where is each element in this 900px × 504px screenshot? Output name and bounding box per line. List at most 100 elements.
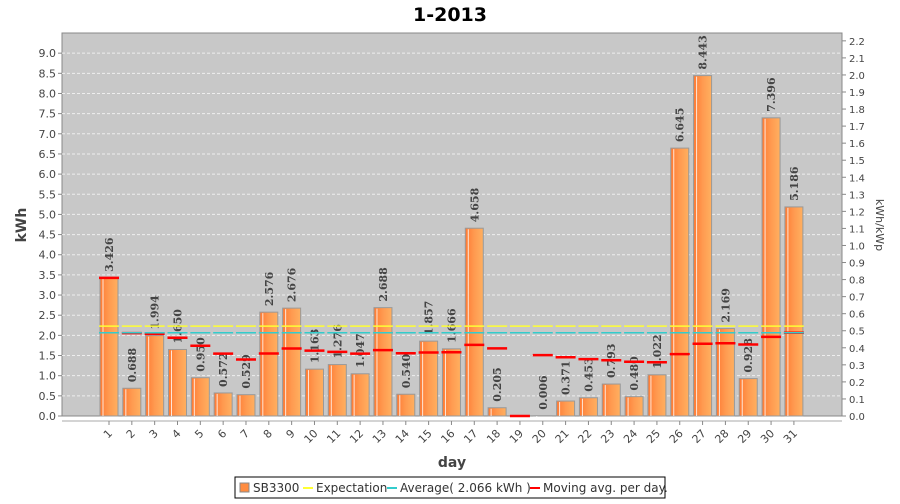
legend-swatch-expectation: [303, 487, 313, 489]
bar-value-label: 0.205: [491, 367, 504, 401]
x-tick-label: 14: [393, 427, 412, 446]
y-right-tick-label: 0.0: [849, 412, 865, 423]
bar-value-label: 0.371: [560, 361, 573, 395]
x-tick-label: 21: [553, 427, 572, 446]
y-right-tick-label: 1.1: [849, 224, 865, 235]
x-tick-label: 7: [238, 427, 252, 441]
x-tick-label: 30: [758, 427, 777, 446]
y-tick-label: 1.5: [39, 350, 57, 363]
x-tick-label: 19: [507, 427, 526, 446]
legend-average: Average( 2.066 kWh ): [400, 481, 531, 495]
x-tick-label: 22: [575, 427, 594, 446]
legend-moving-avg: Moving avg. per day.: [543, 481, 668, 495]
y-right-tick-label: 2.1: [849, 54, 865, 65]
y-right-tick-label: 0.2: [849, 378, 865, 389]
x-tick-label: 20: [530, 427, 549, 446]
y-tick-label: 5.0: [39, 208, 57, 221]
y-tick-label: 8.5: [39, 67, 57, 80]
x-tick-label: 28: [712, 427, 731, 446]
chart-title: 1-2013: [413, 4, 487, 26]
bar-value-label: 0.453: [582, 357, 595, 391]
y-right-tick-label: 0.6: [849, 310, 865, 321]
bar-value-label: 0.006: [537, 375, 550, 410]
x-tick-label: 23: [598, 427, 617, 446]
y-right-tick-label: 1.2: [849, 207, 865, 218]
x-tick-label: 9: [284, 427, 298, 441]
bar-value-label: 2.676: [286, 267, 299, 302]
x-tick-label: 29: [735, 427, 754, 446]
legend-swatch-moving-avg: [530, 487, 540, 489]
bar-value-label: 3.426: [103, 237, 116, 272]
y-tick-label: 6.5: [39, 148, 57, 161]
bar-value-label: 1.163: [308, 329, 321, 363]
y-tick-label: 6.0: [39, 168, 57, 181]
y-right-tick-label: 0.9: [849, 259, 865, 270]
x-tick-label: 25: [644, 427, 663, 446]
y-tick-label: 3.0: [39, 289, 57, 302]
bar-value-label: 0.950: [194, 337, 207, 372]
y-right-tick-label: 1.8: [849, 105, 865, 116]
legend-swatch-sb3300: [240, 483, 249, 492]
x-tick-label: 31: [781, 427, 800, 446]
x-axis-label: day: [438, 455, 466, 471]
y-tick-label: 3.5: [39, 269, 57, 282]
x-tick-label: 10: [301, 427, 320, 446]
y-tick-label: 4.0: [39, 249, 57, 262]
bar-value-label: 1.022: [651, 334, 664, 368]
x-tick-label: 18: [484, 427, 503, 446]
y-tick-label: 1.0: [39, 370, 57, 383]
y-right-tick-label: 0.4: [849, 344, 865, 355]
y-right-tick-label: 0.5: [849, 327, 865, 338]
bar-value-label: 1.994: [149, 295, 162, 330]
y-right-tick-label: 2.0: [849, 71, 865, 82]
bar-value-label: 0.928: [742, 338, 755, 373]
bar-value-label: 2.688: [377, 267, 390, 302]
y-right-tick-label: 1.0: [849, 241, 865, 252]
y-right-tick-label: 1.6: [849, 139, 865, 150]
y-right-tick-label: 1.5: [849, 156, 865, 167]
y-axis-label: kWh: [14, 208, 30, 243]
y-right-tick-label: 0.7: [849, 293, 865, 304]
y-right-tick-label: 1.4: [849, 173, 865, 184]
y-tick-label: 8.0: [39, 87, 57, 100]
bar-value-label: 6.645: [674, 108, 687, 142]
bar-value-label: 7.396: [765, 77, 778, 112]
y-right-tick-label: 0.1: [849, 395, 865, 406]
x-tick-label: 1: [101, 427, 115, 441]
x-tick-label: 17: [461, 427, 480, 446]
x-tick-label: 6: [215, 427, 229, 441]
y-tick-label: 2.5: [39, 309, 57, 322]
y-tick-label: 4.5: [39, 229, 57, 242]
bar-value-label: 5.186: [788, 166, 801, 201]
x-tick-label: 2: [124, 427, 138, 441]
y-right-tick-label: 1.9: [849, 88, 865, 99]
legend: SB3300 Expectation Average( 2.066 kWh ) …: [235, 477, 668, 498]
y-right-tick-label: 2.2: [849, 37, 865, 48]
y-tick-label: 9.0: [39, 47, 57, 60]
y-tick-label: 0.0: [39, 410, 57, 423]
x-tick-label: 16: [438, 427, 457, 446]
bar-value-label: 4.658: [468, 187, 481, 222]
bar-value-label: 0.540: [400, 353, 413, 388]
bar-value-label: 1.276: [331, 324, 344, 359]
bar-value-label: 1.857: [423, 301, 436, 335]
bar-value-label: 2.169: [719, 288, 732, 322]
x-tick-label: 27: [690, 427, 709, 446]
y-tick-label: 7.0: [39, 128, 57, 141]
bar-value-label: 0.572: [217, 352, 230, 386]
bar-value-label: 2.576: [263, 271, 276, 306]
bar-value-label: 8.443: [697, 35, 710, 69]
y-tick-label: 2.0: [39, 329, 57, 342]
legend-swatch-average: [387, 487, 397, 489]
bar-value-label: 1.047: [354, 333, 367, 367]
y-right-tick-label: 1.3: [849, 190, 865, 201]
x-tick-label: 11: [324, 427, 343, 446]
x-tick-label: 24: [621, 427, 640, 446]
x-tick-label: 5: [192, 427, 206, 441]
y-right-tick-label: 0.8: [849, 276, 865, 287]
x-tick-label: 26: [667, 427, 686, 446]
y-tick-label: 7.5: [39, 108, 57, 121]
x-tick-label: 12: [347, 427, 366, 446]
